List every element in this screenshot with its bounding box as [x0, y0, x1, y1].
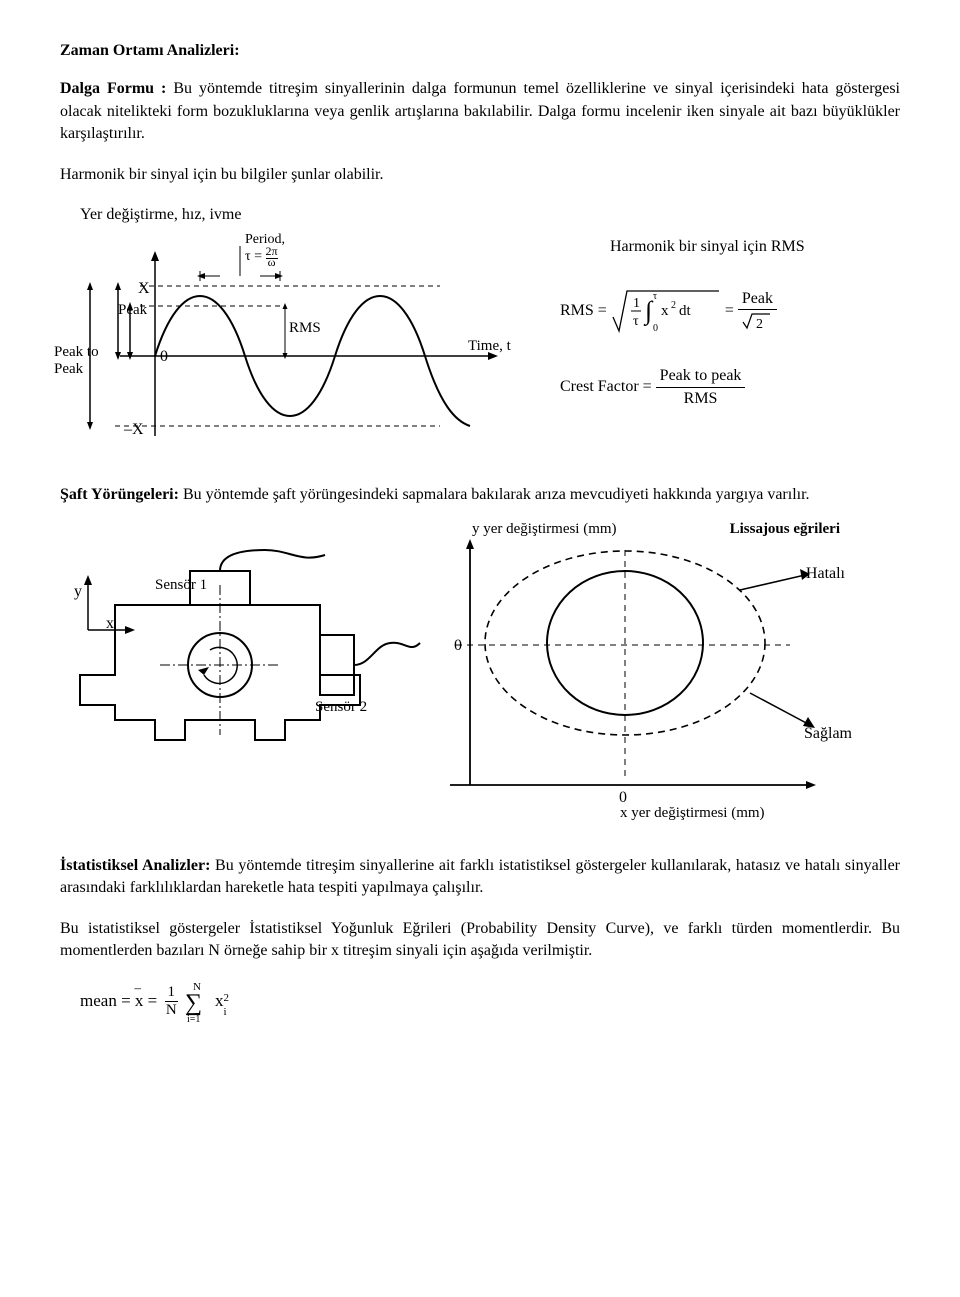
- crest-left: Crest Factor =: [560, 376, 652, 398]
- harmonik-line: Harmonik bir sinyal için bu bilgiler şun…: [60, 164, 900, 186]
- hatali-label: Hatalı: [806, 563, 845, 585]
- tau-eq-label: τ = 2πω: [245, 246, 278, 268]
- rms-equation: RMS = 1 τ ∫ τ 0 x 2 dt = Peak 2: [560, 283, 900, 339]
- saft-body: Bu yöntemde şaft yörüngesindeki sapmalar…: [179, 486, 810, 503]
- y-axis-label: y: [74, 581, 82, 603]
- istat-para: İstatistiksel Analizler: Bu yöntemde tit…: [60, 855, 900, 900]
- svg-text:x: x: [661, 303, 669, 319]
- time-axis-label: Time, t: [468, 336, 511, 357]
- neg-x-label: –X: [124, 419, 144, 441]
- peak-to-peak-label: Peak toPeak: [54, 344, 114, 377]
- x-disp-label: x yer değiştirmesi (mm): [620, 803, 765, 824]
- svg-text:i=1: i=1: [187, 1014, 200, 1025]
- istat-para2: Bu istatistiksel göstergeler İstatistiks…: [60, 918, 900, 963]
- crest-top: Peak to peak: [656, 367, 746, 388]
- x-axis-label: x: [106, 613, 114, 635]
- svg-text:1: 1: [633, 296, 640, 311]
- svg-text:∑: ∑: [185, 990, 202, 1016]
- page-title: Zaman Ortamı Analizleri:: [60, 40, 900, 62]
- y-disp-label: y yer değiştirmesi (mm): [472, 519, 617, 540]
- mean-equation: mean = x‾ = 1 N N ∑ i=1 x 2 i: [80, 980, 900, 1022]
- lissajous-title: Lissajous eğrileri: [730, 519, 840, 540]
- saft-heading: Şaft Yörüngeleri:: [60, 486, 179, 503]
- saft-para: Şaft Yörüngeleri: Bu yöntemde şaft yörün…: [60, 484, 900, 506]
- crest-bot: RMS: [684, 388, 718, 408]
- svg-text:2: 2: [671, 300, 676, 311]
- equations-column: Harmonik bir sinyal için RMS RMS = 1 τ ∫…: [540, 236, 900, 436]
- yer-label: Yer değiştirme, hız, ivme: [80, 204, 900, 226]
- svg-text:τ: τ: [653, 291, 657, 302]
- lissajous-diagram: y yer değiştirmesi (mm) Lissajous eğrile…: [410, 525, 840, 825]
- dalga-para: Dalga Formu : Bu yöntemde titreşim sinya…: [60, 78, 900, 145]
- sensor2-label: Sensör 2: [315, 697, 367, 718]
- svg-text:dt: dt: [679, 303, 692, 319]
- svg-text:2: 2: [756, 317, 763, 332]
- wave-figure-row: X –X 0 Peak Peak toPeak RMS Period, τ = …: [60, 236, 900, 456]
- shaft-sensor-diagram: Sensör 1 Sensör 2 y x: [60, 525, 380, 755]
- x-amplitude-label: X: [138, 278, 150, 300]
- origin-zero-label: 0: [160, 346, 168, 368]
- rms-side-title: Harmonik bir sinyal için RMS: [610, 236, 900, 258]
- wave-figure: X –X 0 Peak Peak toPeak RMS Period, τ = …: [60, 236, 540, 456]
- saglam-label: Sağlam: [804, 723, 852, 745]
- liss-zero-y: 0: [454, 635, 462, 657]
- istat-heading: İstatistiksel Analizler:: [60, 857, 210, 874]
- sensor1-label: Sensör 1: [155, 575, 207, 596]
- svg-text:τ: τ: [633, 314, 639, 329]
- rms-label: RMS: [289, 318, 321, 339]
- peak-label: Peak: [118, 300, 147, 321]
- crest-factor-equation: Crest Factor = Peak to peak RMS: [560, 367, 900, 409]
- dalga-body: Bu yöntemde titreşim sinyallerinin dalga…: [60, 80, 900, 142]
- dalga-heading: Dalga Formu :: [60, 80, 166, 97]
- shaft-figure-row: Sensör 1 Sensör 2 y x y yer değ: [60, 525, 900, 825]
- svg-text:0: 0: [653, 323, 658, 334]
